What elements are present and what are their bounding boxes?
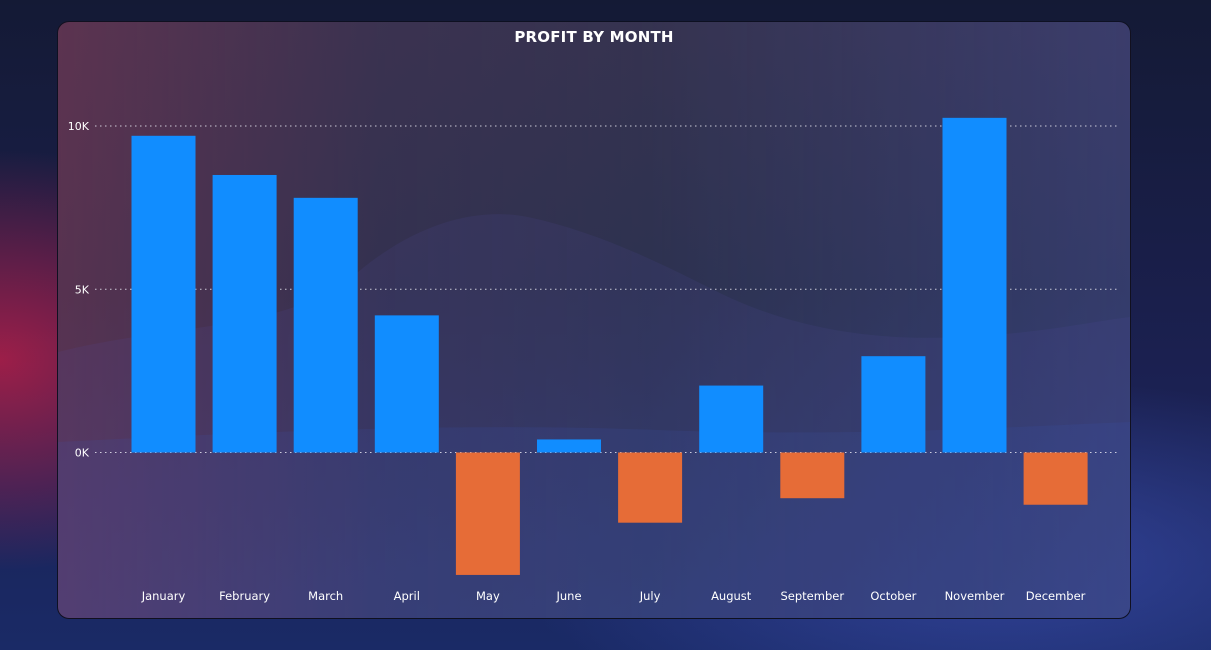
bar [131, 135, 196, 453]
x-tick-label: December [1026, 589, 1086, 603]
y-tick-label: 0K [75, 447, 90, 460]
x-tick-label: January [141, 589, 186, 603]
bar [942, 117, 1007, 453]
x-tick-label: August [711, 589, 752, 603]
x-tick-label: November [945, 589, 1005, 603]
bar [455, 452, 520, 575]
chart-title: PROFIT BY MONTH [514, 28, 674, 46]
bar [780, 452, 845, 499]
chart-panel: PROFIT BY MONTH 0K 5K 10K January February Ma… [57, 21, 1131, 619]
x-tick-label: June [555, 589, 581, 603]
x-tick-label: February [219, 589, 270, 603]
y-tick-label: 10K [68, 120, 90, 133]
bar [699, 385, 764, 453]
bar [212, 174, 277, 453]
y-tick-label: 5K [75, 283, 90, 296]
x-tick-label: April [394, 589, 420, 603]
bar [618, 452, 683, 523]
x-tick-label: July [639, 589, 661, 603]
x-tick-label: May [476, 589, 500, 603]
bar-chart: 0K 5K 10K January February March April May June J… [68, 117, 1118, 603]
bar [374, 315, 439, 453]
x-tick-label: September [781, 589, 845, 603]
x-tick-label: October [870, 589, 916, 603]
bar [861, 356, 926, 453]
bar [1023, 452, 1088, 505]
bar [293, 197, 358, 453]
x-tick-label: March [308, 589, 343, 603]
bar [537, 439, 601, 453]
